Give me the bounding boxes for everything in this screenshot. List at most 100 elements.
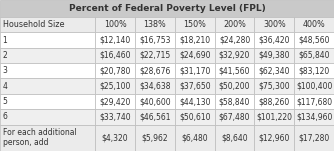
Bar [0, 94, 95, 109]
Text: $41,560: $41,560 [219, 66, 250, 75]
Bar [0, 63, 95, 79]
Bar [135, 79, 175, 94]
Text: $25,100: $25,100 [100, 82, 131, 91]
Text: $34,638: $34,638 [139, 82, 171, 91]
Text: 5: 5 [3, 97, 8, 106]
Text: $37,650: $37,650 [179, 82, 210, 91]
Text: $16,460: $16,460 [100, 51, 131, 60]
Text: $134,960: $134,960 [296, 112, 332, 121]
Bar [175, 48, 215, 63]
Bar [255, 48, 294, 63]
Text: 200%: 200% [223, 20, 246, 29]
Text: $4,320: $4,320 [102, 133, 129, 142]
Bar [175, 125, 215, 151]
Bar [215, 79, 255, 94]
Bar [175, 32, 215, 48]
Bar [255, 125, 294, 151]
Text: $6,480: $6,480 [181, 133, 208, 142]
Text: $22,715: $22,715 [139, 51, 171, 60]
Bar [95, 17, 135, 32]
Text: 2: 2 [3, 51, 7, 60]
Text: 100%: 100% [104, 20, 127, 29]
Text: 138%: 138% [144, 20, 166, 29]
Text: $33,740: $33,740 [100, 112, 131, 121]
Text: $48,560: $48,560 [298, 36, 330, 45]
Bar [0, 48, 95, 63]
Text: $49,380: $49,380 [259, 51, 290, 60]
Bar [294, 48, 334, 63]
Bar [215, 109, 255, 125]
Text: $58,840: $58,840 [219, 97, 250, 106]
Text: 1: 1 [3, 36, 7, 45]
Bar [95, 32, 135, 48]
Text: $65,840: $65,840 [298, 51, 330, 60]
Text: $12,140: $12,140 [100, 36, 131, 45]
Bar [135, 63, 175, 79]
Bar [294, 109, 334, 125]
Text: $50,610: $50,610 [179, 112, 210, 121]
Bar [255, 17, 294, 32]
Text: $40,600: $40,600 [139, 97, 171, 106]
Bar [0, 125, 95, 151]
Bar [175, 94, 215, 109]
Bar [255, 94, 294, 109]
Bar [135, 17, 175, 32]
Text: $67,480: $67,480 [219, 112, 250, 121]
Bar [95, 94, 135, 109]
Bar [95, 63, 135, 79]
Bar [135, 109, 175, 125]
Text: $75,300: $75,300 [259, 82, 290, 91]
Bar [294, 79, 334, 94]
Bar [215, 17, 255, 32]
Bar [215, 94, 255, 109]
Bar [175, 109, 215, 125]
Bar [0, 0, 334, 17]
Text: 400%: 400% [303, 20, 325, 29]
Bar [0, 109, 95, 125]
Text: $32,920: $32,920 [219, 51, 250, 60]
Text: Household Size: Household Size [3, 20, 64, 29]
Bar [135, 48, 175, 63]
Bar [255, 79, 294, 94]
Text: $18,210: $18,210 [179, 36, 210, 45]
Bar [135, 125, 175, 151]
Bar [95, 125, 135, 151]
Text: $17,280: $17,280 [299, 133, 330, 142]
Bar [215, 125, 255, 151]
Text: Percent of Federal Poverty Level (FPL): Percent of Federal Poverty Level (FPL) [68, 4, 266, 13]
Text: $100,400: $100,400 [296, 82, 332, 91]
Bar [294, 17, 334, 32]
Text: $20,780: $20,780 [100, 66, 131, 75]
Text: 6: 6 [3, 112, 8, 121]
Text: $24,280: $24,280 [219, 36, 250, 45]
Bar [294, 63, 334, 79]
Bar [175, 17, 215, 32]
Bar [135, 94, 175, 109]
Text: 4: 4 [3, 82, 8, 91]
Text: $36,420: $36,420 [259, 36, 290, 45]
Bar [175, 63, 215, 79]
Text: $88,260: $88,260 [259, 97, 290, 106]
Bar [294, 94, 334, 109]
Bar [215, 63, 255, 79]
Bar [0, 79, 95, 94]
Bar [215, 48, 255, 63]
Text: $50,200: $50,200 [219, 82, 250, 91]
Bar [95, 79, 135, 94]
Bar [135, 32, 175, 48]
Text: $101,220: $101,220 [256, 112, 292, 121]
Text: $12,960: $12,960 [259, 133, 290, 142]
Bar [95, 109, 135, 125]
Text: $46,561: $46,561 [139, 112, 171, 121]
Text: $44,130: $44,130 [179, 97, 210, 106]
Bar [294, 32, 334, 48]
Bar [95, 48, 135, 63]
Text: 3: 3 [3, 66, 8, 75]
Bar [0, 17, 95, 32]
Text: $29,420: $29,420 [100, 97, 131, 106]
Text: $16,753: $16,753 [139, 36, 171, 45]
Text: $8,640: $8,640 [221, 133, 248, 142]
Bar [255, 109, 294, 125]
Bar [294, 125, 334, 151]
Text: $5,962: $5,962 [142, 133, 168, 142]
